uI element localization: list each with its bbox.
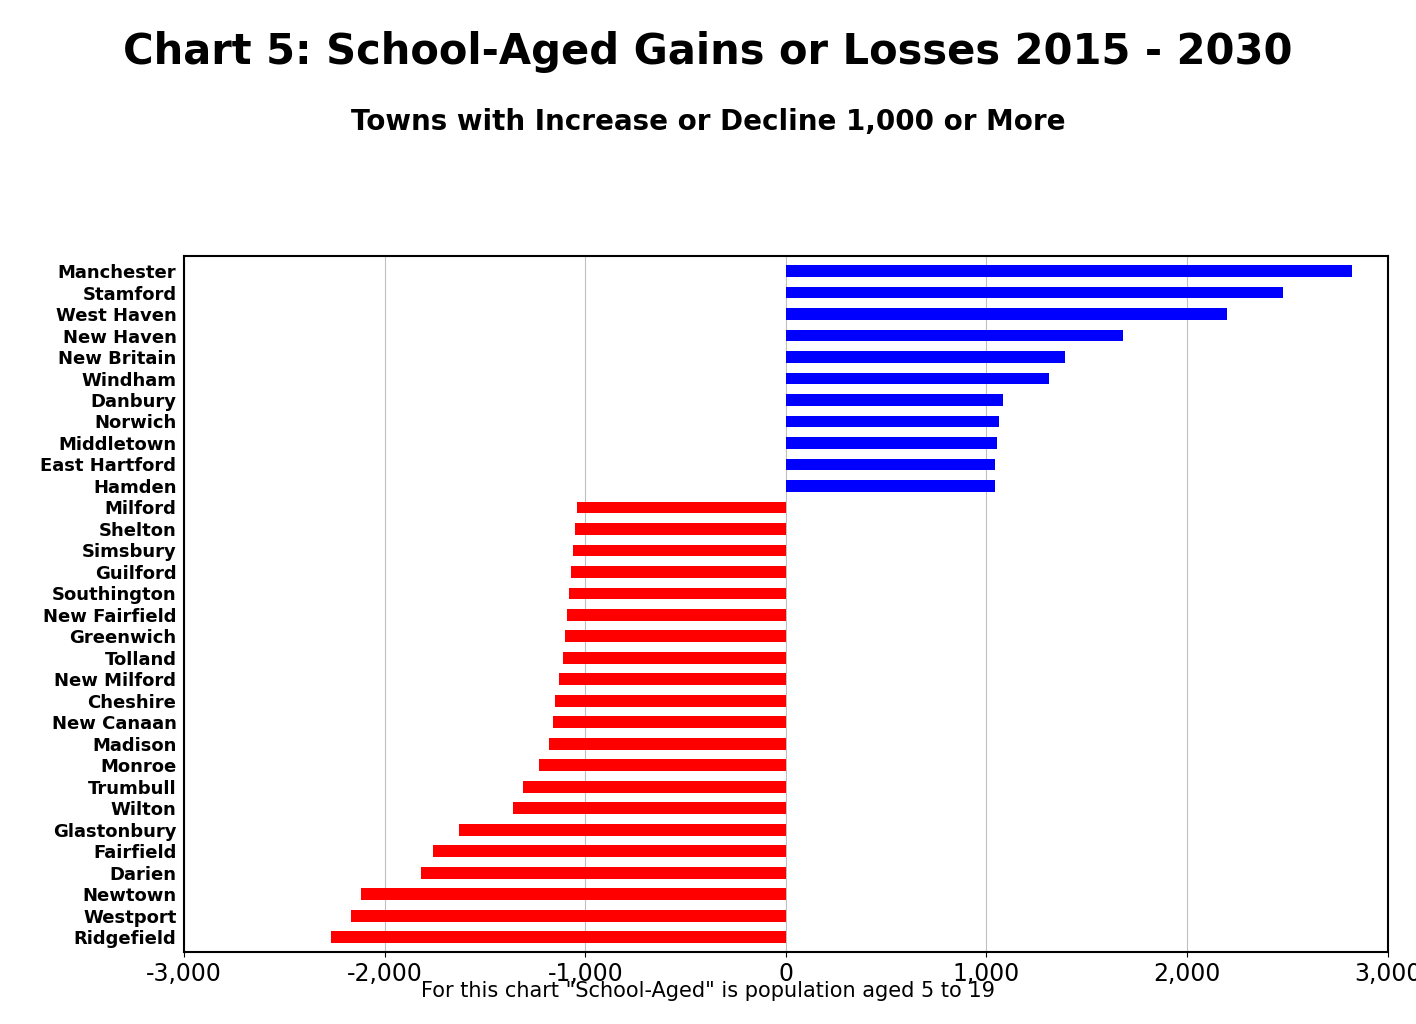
Bar	[330, 932, 786, 943]
Bar	[786, 373, 1049, 384]
Bar	[565, 631, 786, 642]
Text: Chart 5: School-Aged Gains or Losses 2015 - 2030: Chart 5: School-Aged Gains or Losses 201…	[123, 31, 1293, 73]
Bar	[555, 695, 786, 707]
Bar	[459, 824, 786, 836]
Bar	[361, 889, 786, 900]
Bar	[351, 910, 786, 922]
Bar	[571, 566, 786, 578]
Bar	[786, 330, 1123, 341]
Bar	[564, 652, 786, 664]
Bar	[786, 437, 997, 449]
Bar	[575, 523, 786, 535]
Bar	[433, 846, 786, 857]
Bar	[554, 717, 786, 728]
Bar	[539, 760, 786, 771]
Bar	[568, 609, 786, 621]
Text: Towns with Increase or Decline 1,000 or More: Towns with Increase or Decline 1,000 or …	[351, 108, 1065, 135]
Bar	[786, 459, 994, 470]
Bar	[786, 287, 1283, 298]
Bar	[786, 351, 1065, 362]
Bar	[786, 480, 994, 492]
Bar	[421, 867, 786, 879]
Bar	[569, 588, 786, 599]
Text: For this chart "School-Aged" is population aged 5 to 19: For this chart "School-Aged" is populati…	[421, 981, 995, 1001]
Bar	[786, 416, 998, 427]
Bar	[573, 545, 786, 556]
Bar	[513, 803, 786, 814]
Bar	[786, 394, 1003, 406]
Bar	[523, 781, 786, 793]
Bar	[559, 674, 786, 685]
Bar	[578, 502, 786, 513]
Bar	[786, 265, 1352, 276]
Bar	[786, 308, 1228, 319]
Bar	[549, 738, 786, 750]
